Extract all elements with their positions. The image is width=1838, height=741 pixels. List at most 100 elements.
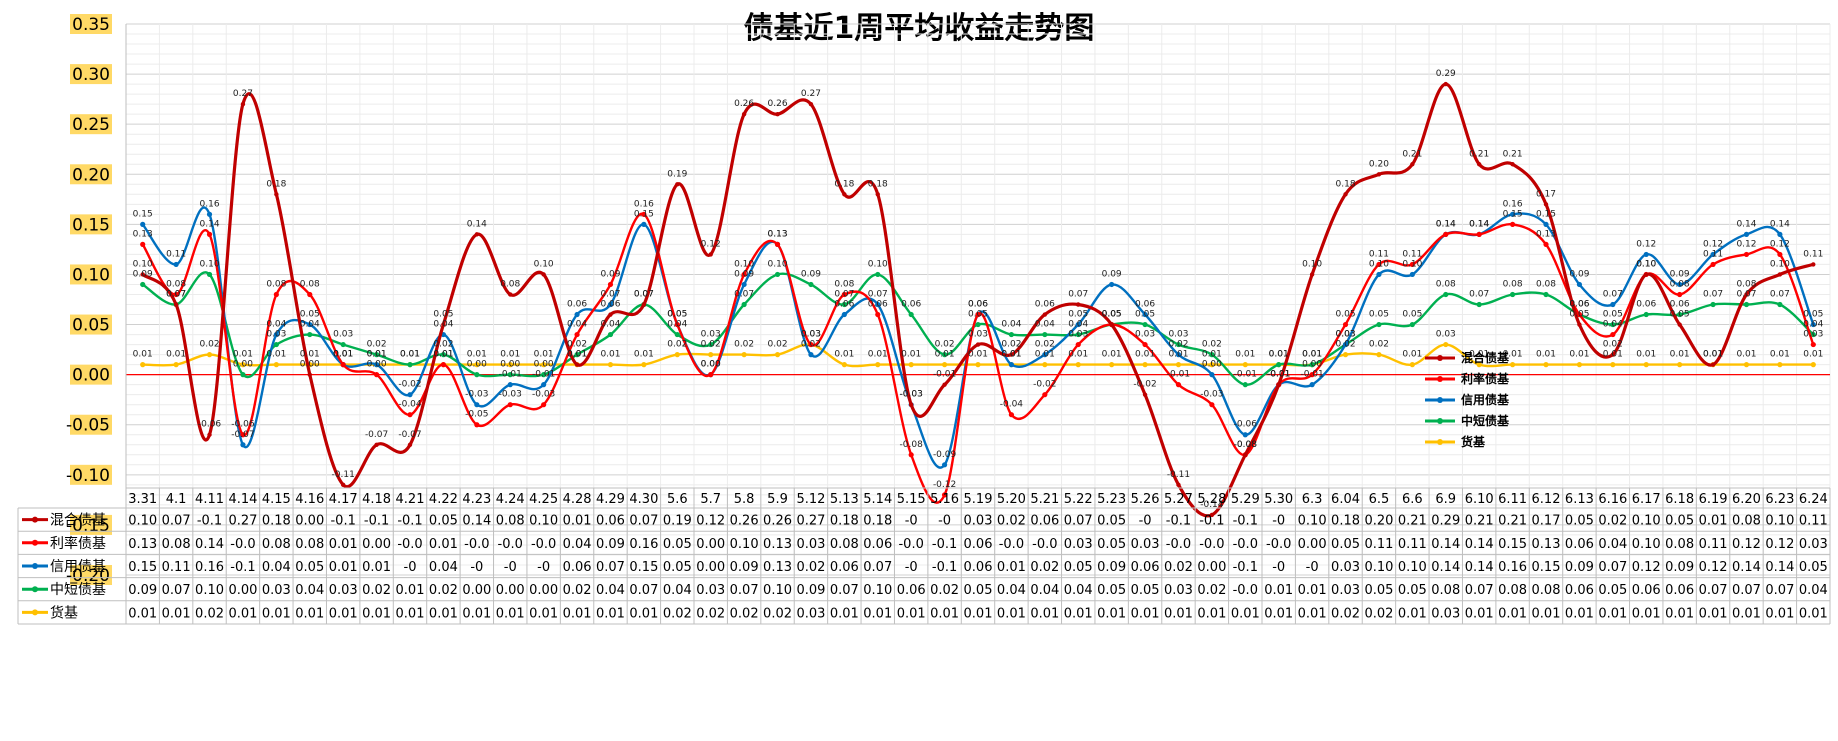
table-cell: 0.27 <box>796 514 825 529</box>
data-point <box>1509 291 1516 298</box>
data-point <box>1242 432 1248 438</box>
data-label: 0.01 <box>233 350 253 360</box>
table-cell: 0.01 <box>1298 606 1327 621</box>
table-series-name: 货基 <box>50 604 78 621</box>
data-point <box>1576 362 1583 368</box>
table-cell: 0.07 <box>1732 583 1761 598</box>
table-cell: 0.08 <box>1732 514 1761 529</box>
table-cell: -0.0 <box>1233 583 1258 598</box>
y-tick-label: -0.05 <box>66 416 110 436</box>
data-label: 0.21 <box>1402 149 1422 159</box>
data-label: 0.14 <box>200 219 220 229</box>
data-point <box>1677 291 1683 298</box>
data-point <box>274 192 279 197</box>
data-point <box>240 372 246 378</box>
x-tick-label: 5.29 <box>1231 492 1260 507</box>
data-label: 0.03 <box>1336 330 1356 340</box>
data-label: 0.03 <box>333 330 353 340</box>
data-point <box>307 291 313 298</box>
data-label: 0.12 <box>701 239 721 249</box>
data-label: -0.07 <box>231 430 254 440</box>
table-cell: 0.01 <box>1699 606 1728 621</box>
data-point <box>507 372 513 378</box>
data-point <box>741 352 747 358</box>
data-label: -0.05 <box>465 410 488 420</box>
data-label: -0.11 <box>1167 470 1190 480</box>
table-cell: 0.15 <box>1498 537 1527 552</box>
table-cell: 0.03 <box>1331 560 1360 575</box>
data-label: 0.20 <box>1369 159 1389 169</box>
data-label: 0.02 <box>701 340 721 350</box>
table-cell: 0.01 <box>329 560 358 575</box>
table-cell: 0.06 <box>563 560 592 575</box>
table-cell: 0.07 <box>162 514 191 529</box>
data-point <box>808 281 814 288</box>
data-label: 0.10 <box>1369 259 1389 269</box>
table-cell: 0.10 <box>529 514 558 529</box>
data-point <box>1677 311 1683 318</box>
data-label: 0.00 <box>534 360 554 370</box>
data-point <box>808 352 814 358</box>
data-label: 0.15 <box>1503 209 1523 219</box>
data-label: 0.21 <box>1503 149 1523 159</box>
x-tick-label: 5.30 <box>1264 492 1293 507</box>
table-cell: 0.01 <box>1131 606 1160 621</box>
data-label: 0.01 <box>1703 350 1723 360</box>
table-cell: -0.0 <box>531 537 556 552</box>
data-point <box>474 372 480 378</box>
table-cell: 0.06 <box>1131 560 1160 575</box>
x-tick-label: 6.18 <box>1665 492 1694 507</box>
table-cell: 0.00 <box>1197 560 1226 575</box>
table-cell: 0.01 <box>429 606 458 621</box>
data-label: 0.08 <box>1436 279 1456 289</box>
y-tick-highlight <box>70 164 112 185</box>
table-cell: 0.01 <box>830 606 859 621</box>
x-tick-label: 3.31 <box>128 492 157 507</box>
data-label: 0.21 <box>1469 149 1489 159</box>
table-cell: 0.01 <box>228 606 257 621</box>
data-label: 0.06 <box>901 300 921 310</box>
table-cell: 0.01 <box>629 606 658 621</box>
data-label: -0.11 <box>332 470 355 480</box>
data-point <box>1744 292 1749 297</box>
table-cell: 0.08 <box>1665 537 1694 552</box>
data-point <box>440 352 447 358</box>
table-cell: 0.01 <box>1598 606 1627 621</box>
table-cell: 0.05 <box>429 514 458 529</box>
data-label: 0.11 <box>166 249 186 259</box>
legend-label: 信用债基 <box>1461 392 1510 407</box>
data-point <box>1509 211 1516 217</box>
table-cell: 0.05 <box>1799 560 1828 575</box>
data-label: 0.05 <box>667 310 687 320</box>
table-cell: 0.05 <box>964 583 993 598</box>
table-cell: 0.01 <box>396 583 425 598</box>
table-cell: 0.14 <box>1465 537 1494 552</box>
legend-marker <box>1437 376 1443 382</box>
data-point <box>140 362 146 368</box>
data-label: 0.14 <box>1436 219 1456 229</box>
data-label: 0.16 <box>1503 199 1523 209</box>
data-label: -0.07 <box>365 430 388 440</box>
data-point <box>607 281 614 288</box>
table-legend-marker <box>32 609 38 616</box>
data-label: 0.12 <box>1770 239 1790 249</box>
data-point <box>1409 321 1415 328</box>
data-label: 0.03 <box>968 330 988 340</box>
data-label: 0.15 <box>1536 209 1556 219</box>
data-point <box>1610 321 1616 328</box>
table-cell: 0.01 <box>1231 606 1260 621</box>
data-point <box>1209 402 1215 408</box>
table-cell: 0.05 <box>1665 514 1694 529</box>
data-label: 0.03 <box>801 330 821 340</box>
data-point <box>1076 302 1081 307</box>
table-cell: 0.16 <box>1498 560 1527 575</box>
data-label: 0.14 <box>1469 219 1489 229</box>
table-cell: -0.0 <box>464 537 489 552</box>
table-cell: 0.10 <box>1364 560 1393 575</box>
y-tick-label: 0.15 <box>72 215 110 235</box>
table-cell: 0.05 <box>1097 583 1126 598</box>
table-cell: 0.09 <box>128 583 157 598</box>
data-label: 0.13 <box>768 229 788 239</box>
table-cell: 0.05 <box>663 560 692 575</box>
data-point <box>474 362 480 368</box>
